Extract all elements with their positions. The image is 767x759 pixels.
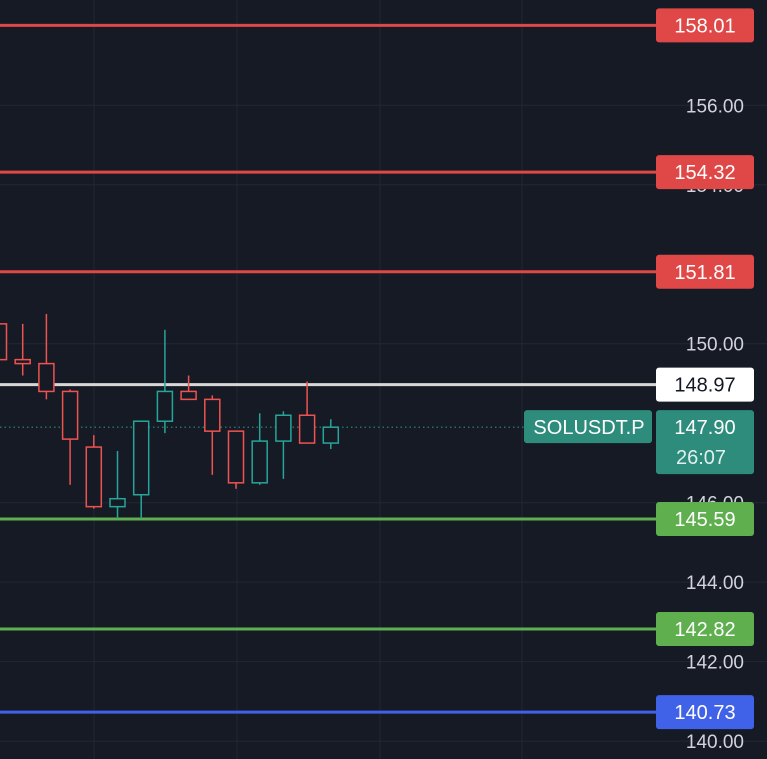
candle-5[interactable] [109, 451, 126, 519]
candle-0[interactable] [0, 323, 8, 361]
candle-countdown-label: 26:07 [676, 447, 726, 469]
candle-body [14, 358, 31, 365]
candle-body [180, 390, 197, 401]
candle-body [109, 497, 126, 508]
symbol-label: SOLUSDT.P [533, 417, 644, 439]
candle-body [204, 398, 221, 432]
level-badge-label: 148.97 [674, 375, 735, 397]
price-tick-label: 156.00 [686, 96, 744, 117]
level-badge-label: 158.01 [674, 15, 735, 37]
candle-3[interactable] [61, 389, 79, 485]
level-badge-label: 142.82 [674, 619, 735, 641]
level-badge-3 [656, 367, 754, 402]
candle-body [132, 420, 150, 496]
candle-1[interactable] [14, 323, 31, 376]
candles[interactable] [0, 313, 340, 519]
level-badge-5 [656, 612, 754, 647]
level-badge-label: 151.81 [674, 262, 735, 284]
candle-body [322, 426, 340, 444]
candle-11[interactable] [251, 413, 268, 485]
candle-body [61, 390, 79, 440]
price-tick-label: 140.00 [686, 732, 744, 753]
candle-2[interactable] [38, 313, 55, 400]
candle-body [227, 430, 245, 484]
current-price-badge [656, 410, 754, 475]
price-tick-label: 142.00 [686, 653, 744, 674]
candle-body [275, 414, 292, 442]
level-badge-2 [656, 254, 754, 289]
level-badge-label: 154.32 [674, 162, 735, 184]
level-badge-0 [656, 8, 754, 43]
candle-9[interactable] [204, 395, 221, 475]
price-tick-label: 144.00 [686, 573, 744, 594]
horizontal-grid [0, 104, 767, 742]
candle-4[interactable] [85, 435, 103, 509]
vertical-grid [93, 0, 523, 759]
candle-14[interactable] [322, 419, 340, 450]
candle-body [156, 390, 174, 422]
level-badges: 158.01 154.32 151.81 148.97 145.59 142.82 140.… [656, 8, 754, 730]
current-price-badges: SOLUSDT.P 147.90 26:07 [524, 410, 754, 475]
candle-12[interactable] [275, 411, 292, 479]
price-tick-label: 150.00 [686, 335, 744, 356]
candle-10[interactable] [227, 430, 245, 489]
candle-body [85, 446, 103, 508]
candle-13[interactable] [298, 381, 316, 444]
level-badge-label: 140.73 [674, 702, 735, 724]
symbol-badge [524, 410, 652, 444]
candle-body [0, 323, 8, 361]
level-badge-label: 145.59 [674, 509, 735, 531]
level-badge-4 [656, 501, 754, 536]
candle-body [251, 440, 268, 484]
level-badge-6 [656, 695, 754, 730]
candle-body [38, 362, 55, 393]
candle-7[interactable] [156, 329, 174, 434]
candle-body [298, 414, 316, 444]
candle-6[interactable] [132, 420, 150, 519]
horizontal-levels[interactable] [0, 23, 656, 714]
level-badge-1 [656, 155, 754, 190]
current-price-label: 147.90 [674, 417, 735, 439]
candle-8[interactable] [180, 375, 197, 401]
